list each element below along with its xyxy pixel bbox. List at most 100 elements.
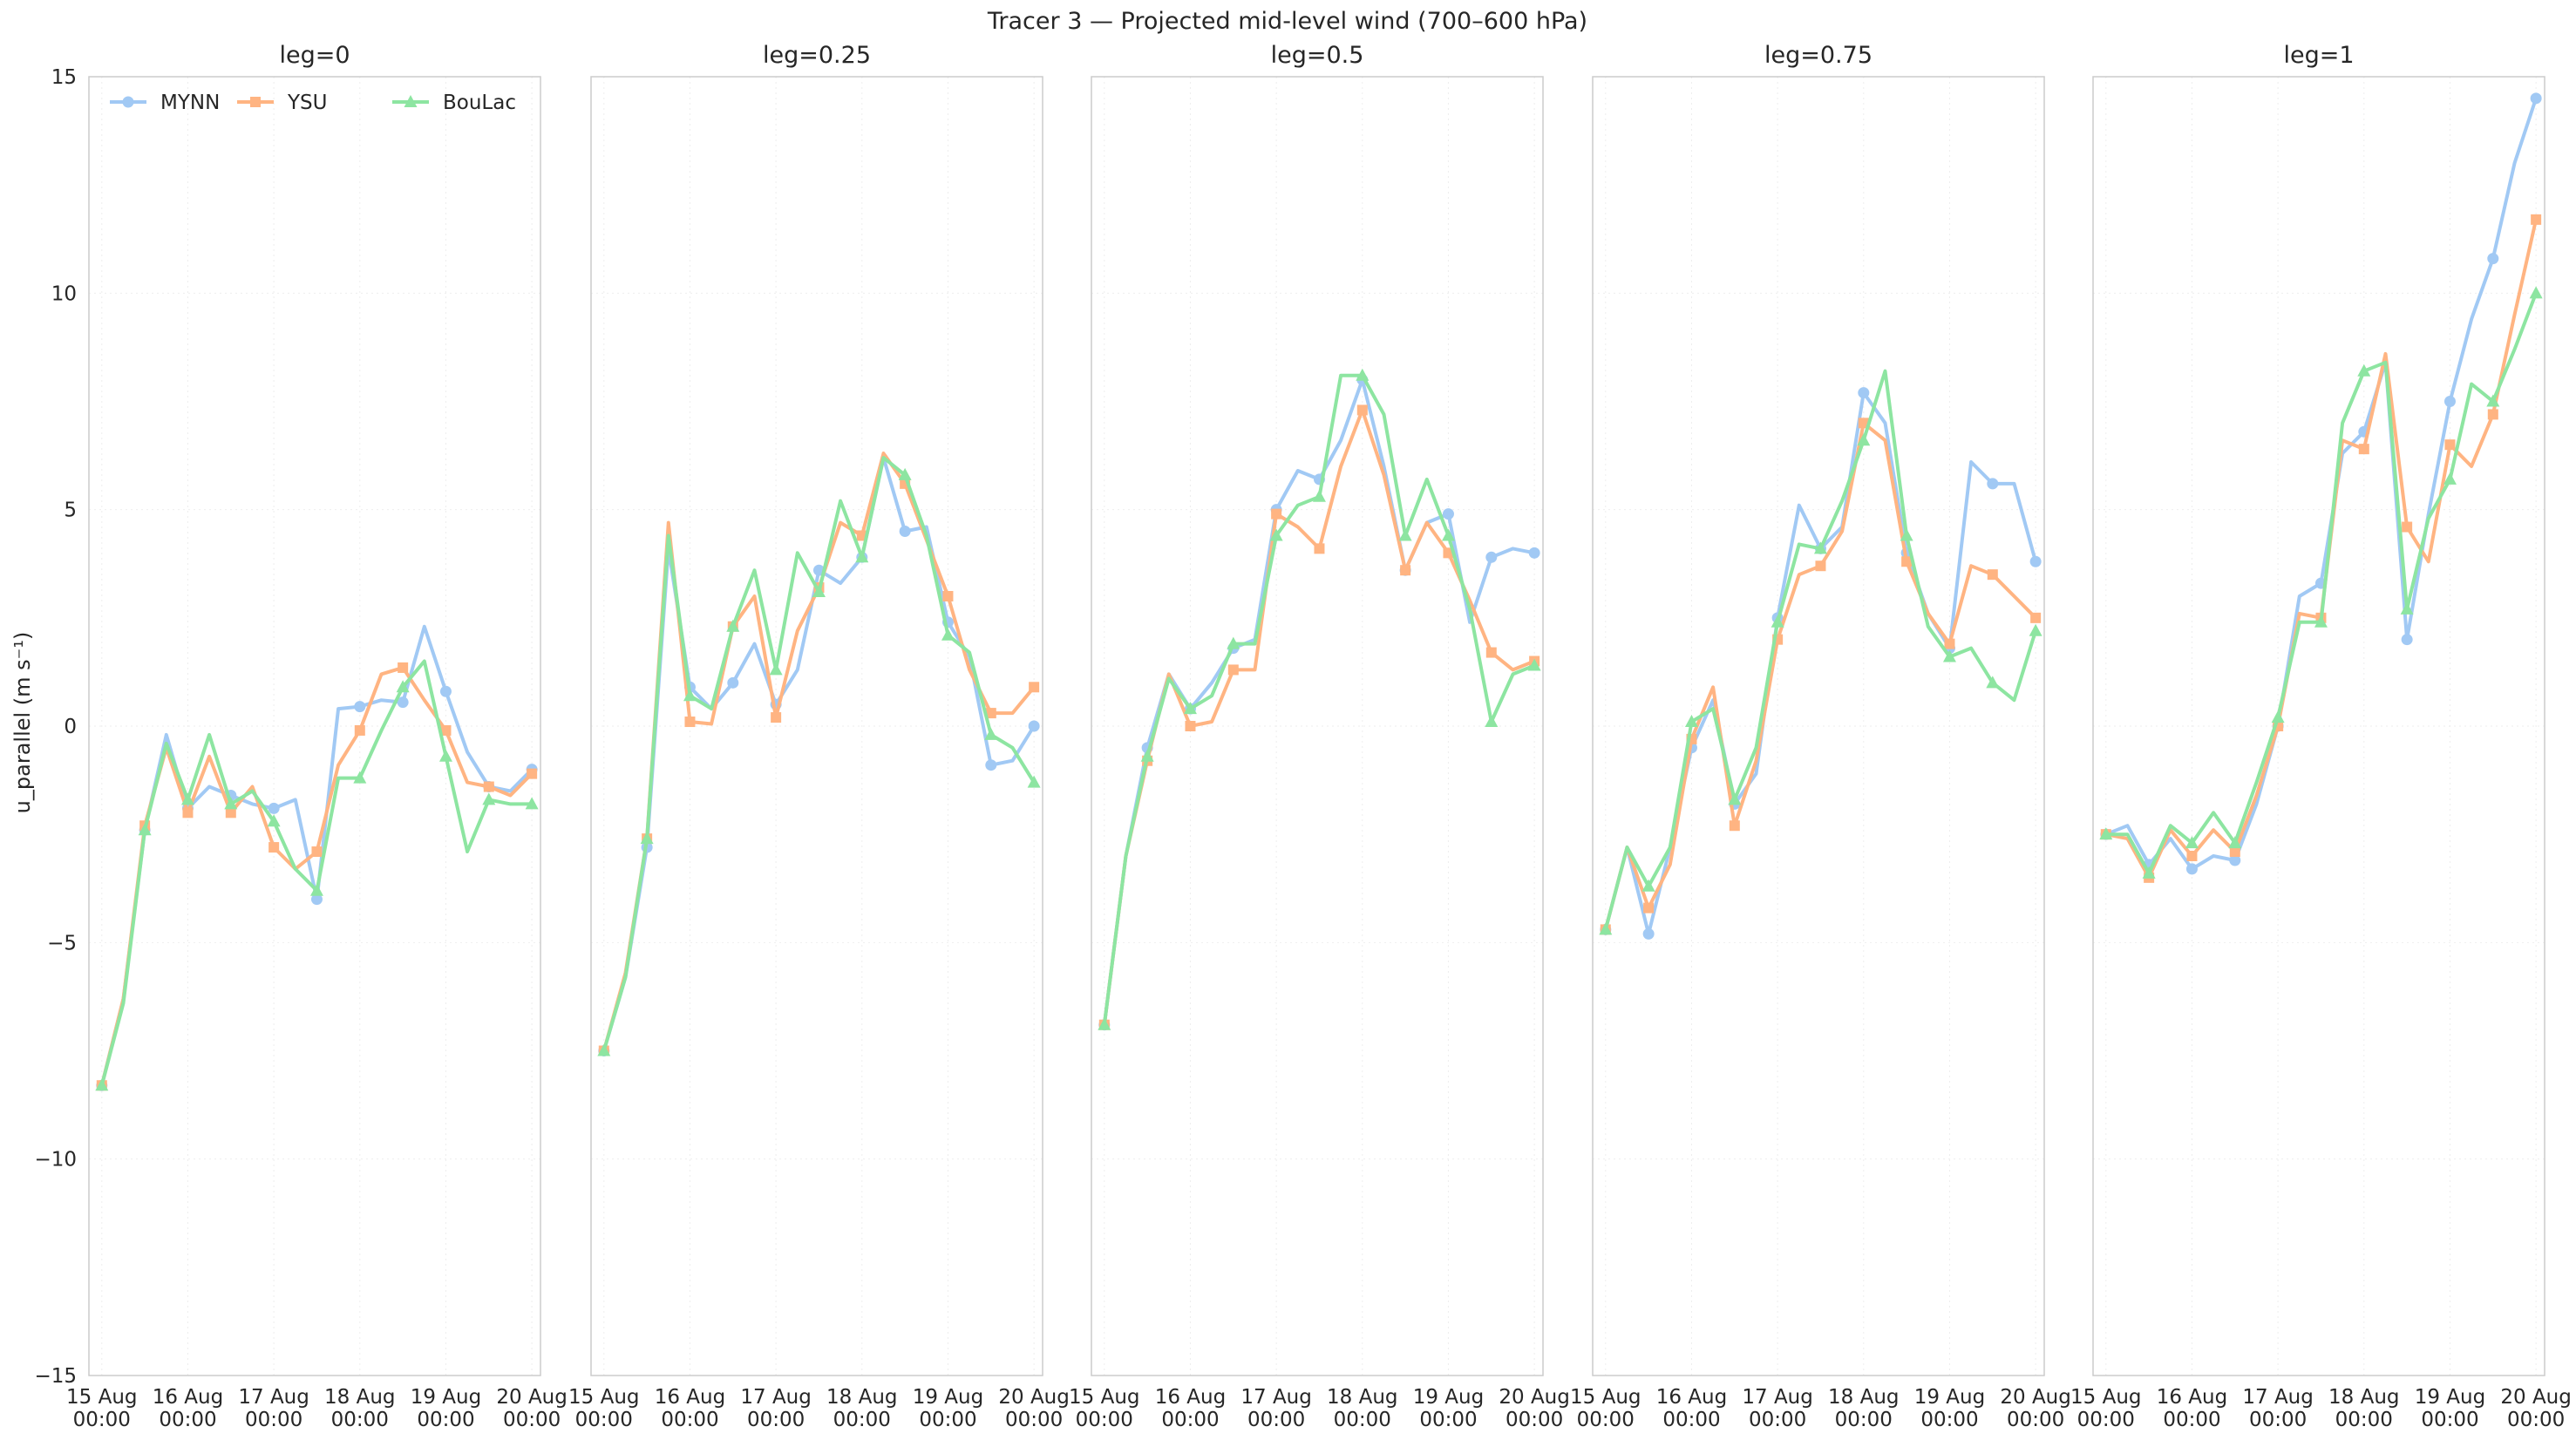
data-point-ysu	[398, 662, 409, 673]
data-point-mynn	[310, 893, 323, 906]
x-tick-label: 18 Aug 00:00	[1828, 1386, 1900, 1431]
data-point-ysu	[1858, 418, 1869, 429]
x-tick-label: 15 Aug 00:00	[568, 1386, 640, 1431]
data-point-boulac	[898, 467, 912, 480]
data-point-ysu	[1271, 508, 1282, 520]
data-point-ysu	[771, 712, 782, 723]
data-point-ysu	[1356, 404, 1368, 416]
x-tick-label: 18 Aug 00:00	[324, 1386, 396, 1431]
data-point-mynn	[1987, 478, 1999, 490]
x-tick-label: 16 Aug 00:00	[153, 1386, 224, 1431]
panel-title: leg=1	[2283, 42, 2354, 69]
data-point-ysu	[2030, 612, 2042, 623]
legend: MYNN YSU BouLac	[110, 92, 516, 114]
x-tick-label: 15 Aug 00:00	[2070, 1386, 2142, 1431]
data-point-boulac	[1183, 702, 1197, 715]
panel-4: leg=1 15 Aug 00:00 16 Aug 00:00 17 Aug 00:00 18…	[2070, 42, 2572, 1431]
x-tick-label: 15 Aug 00:00	[1570, 1386, 1641, 1431]
x-tick-label: 19 Aug 00:00	[1914, 1386, 1986, 1431]
data-point-mynn	[1858, 387, 1870, 399]
legend-label-ysu: YSU	[287, 92, 327, 114]
data-point-boulac	[1098, 1017, 1111, 1030]
x-tick-label: 19 Aug 00:00	[411, 1386, 482, 1431]
data-point-mynn	[354, 701, 366, 713]
data-point-boulac	[1728, 792, 1742, 805]
data-point-ysu	[1987, 569, 1998, 581]
x-tick-label: 15 Aug 00:00	[1069, 1386, 1140, 1431]
data-point-boulac	[2228, 836, 2242, 849]
data-point-mynn	[727, 676, 739, 689]
data-point-ysu	[2402, 521, 2413, 533]
data-point-boulac	[2314, 615, 2328, 628]
y-tick-label: 5	[64, 499, 77, 522]
series-line-boulac	[1102, 373, 1537, 1027]
data-point-boulac	[180, 792, 194, 805]
data-point-ysu	[1729, 820, 1740, 832]
data-point-mynn	[397, 696, 409, 709]
panel-2: leg=0.5 15 Aug 00:00 16 Aug 00:00 17 Aug 00:00…	[1069, 42, 1570, 1431]
data-point-mynn	[2229, 854, 2241, 866]
data-point-boulac	[1398, 528, 1412, 541]
data-point-boulac	[353, 771, 367, 784]
data-point-ysu	[2358, 444, 2369, 455]
x-tick-label: 20 Aug 00:00	[2500, 1386, 2572, 1431]
data-point-ysu	[1643, 902, 1655, 914]
data-point-boulac	[1269, 528, 1283, 541]
data-point-boulac	[597, 1043, 611, 1056]
x-tick-label: 19 Aug 00:00	[1413, 1386, 1485, 1431]
data-point-mynn	[899, 526, 911, 537]
y-tick-label: −10	[34, 1149, 77, 1172]
data-point-boulac	[2271, 710, 2285, 723]
x-tick-label: 18 Aug 00:00	[826, 1386, 898, 1431]
data-point-ysu	[2487, 409, 2498, 420]
data-point-mynn	[2530, 92, 2542, 105]
data-point-mynn	[1528, 547, 1540, 559]
data-point-ysu	[483, 781, 494, 792]
x-tick-label: 17 Aug 00:00	[1240, 1386, 1312, 1431]
x-tick-label: 18 Aug 00:00	[2328, 1386, 2400, 1431]
data-point-ysu	[1815, 560, 1826, 572]
data-point-mynn	[1028, 720, 1040, 732]
data-point-boulac	[984, 727, 998, 740]
data-point-boulac	[1140, 749, 1154, 762]
y-tick-label: −5	[47, 932, 77, 954]
y-tick-label: −15	[34, 1365, 77, 1388]
data-point-ysu	[1185, 721, 1196, 731]
data-point-mynn	[1642, 927, 1655, 940]
x-tick-label: 15 Aug 00:00	[66, 1386, 138, 1431]
panel-frame	[2092, 76, 2545, 1376]
data-point-ysu	[440, 724, 452, 736]
data-point-boulac	[396, 680, 410, 693]
x-tick-label: 16 Aug 00:00	[655, 1386, 726, 1431]
data-point-boulac	[95, 1078, 109, 1091]
data-point-boulac	[138, 823, 152, 836]
data-point-boulac	[683, 689, 697, 702]
series-line-boulac	[1603, 369, 2038, 932]
x-tick-label: 18 Aug 00:00	[1327, 1386, 1398, 1431]
data-point-ysu	[268, 842, 280, 853]
series-line-boulac	[99, 659, 534, 1088]
data-point-boulac	[438, 749, 452, 762]
data-point-ysu	[2444, 439, 2456, 451]
data-point-ysu	[527, 768, 538, 779]
data-point-mynn	[439, 685, 452, 697]
panel-3: leg=0.75 15 Aug 00:00 16 Aug 00:00 17 Aug 00:0…	[1570, 42, 2071, 1431]
series-line-mynn	[2104, 96, 2539, 871]
data-point-boulac	[1441, 528, 1455, 541]
data-point-mynn	[1485, 551, 1498, 563]
data-point-boulac	[941, 628, 955, 641]
data-point-boulac	[640, 832, 654, 845]
data-point-ysu	[354, 724, 365, 736]
data-point-ysu	[1901, 556, 1913, 567]
panel-1: leg=0.25 15 Aug 00:00 16 Aug 00:00 17 Aug 00:0…	[568, 42, 1070, 1431]
figure-title: Tracer 3 — Projected mid-level wind (700…	[987, 8, 1587, 35]
data-point-ysu	[311, 846, 323, 858]
data-point-boulac	[1942, 649, 1956, 662]
x-tick-label: 16 Aug 00:00	[2157, 1386, 2228, 1431]
data-point-boulac	[2357, 363, 2371, 377]
y-axis-label: u_parallel (m s⁻¹)	[10, 632, 35, 814]
x-tick-label: 19 Aug 00:00	[2415, 1386, 2486, 1431]
data-point-mynn	[2487, 253, 2499, 265]
data-point-mynn	[1442, 508, 1454, 520]
panel-title: leg=0	[279, 42, 350, 69]
